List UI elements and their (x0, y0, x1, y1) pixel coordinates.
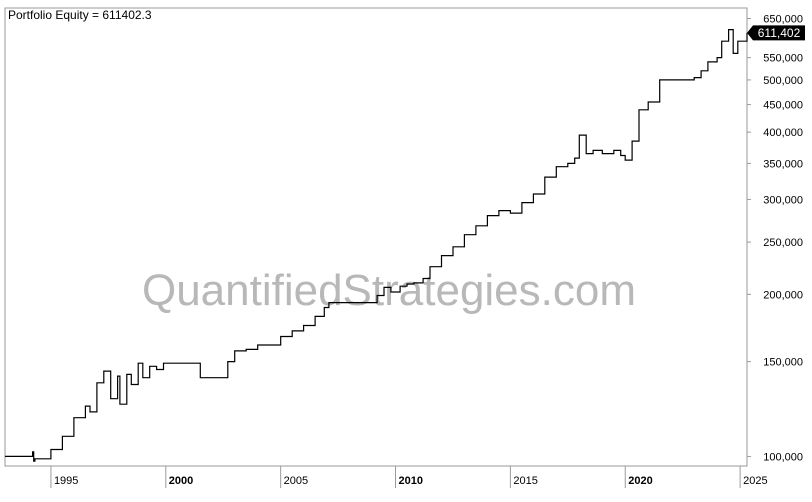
y-tick-label: 250,000 (763, 237, 803, 249)
y-tick-label: 100,000 (763, 451, 803, 463)
watermark-text: QuantifiedStrategies.com (142, 266, 636, 315)
y-tick-label: 500,000 (763, 75, 803, 87)
x-tick-label: 2015 (513, 475, 537, 487)
x-tick-label: 1995 (54, 475, 78, 487)
last-value-label: 611,402 (758, 26, 801, 40)
y-tick-label: 300,000 (763, 194, 803, 206)
y-tick-label: 650,000 (763, 14, 803, 26)
x-tick-label: 2010 (399, 475, 423, 487)
x-tick-label: 2000 (169, 475, 193, 487)
chart-title: Portfolio Equity = 611402.3 (8, 8, 152, 22)
equity-series-line (5, 29, 748, 462)
x-axis-ticks: 1995 2000 2005 2010 2015 2020 2025 (50, 466, 768, 488)
y-tick-label: 400,000 (763, 127, 803, 139)
y-tick-label: 450,000 (763, 100, 803, 112)
last-value-badge-shape (747, 25, 805, 41)
y-axis-ticks: 650,000 550,000 500,000 450,000 400,000 350,0… (747, 14, 803, 463)
x-tick-label: 2005 (284, 475, 308, 487)
last-value-badge: 611,402 (747, 25, 805, 41)
x-tick-label: 2020 (628, 475, 652, 487)
y-tick-label: 350,000 (763, 158, 803, 170)
y-tick-label: 550,000 (763, 53, 803, 65)
y-tick-label: 200,000 (763, 289, 803, 301)
x-tick-label: 2025 (743, 475, 767, 487)
y-tick-label: 150,000 (763, 357, 803, 369)
